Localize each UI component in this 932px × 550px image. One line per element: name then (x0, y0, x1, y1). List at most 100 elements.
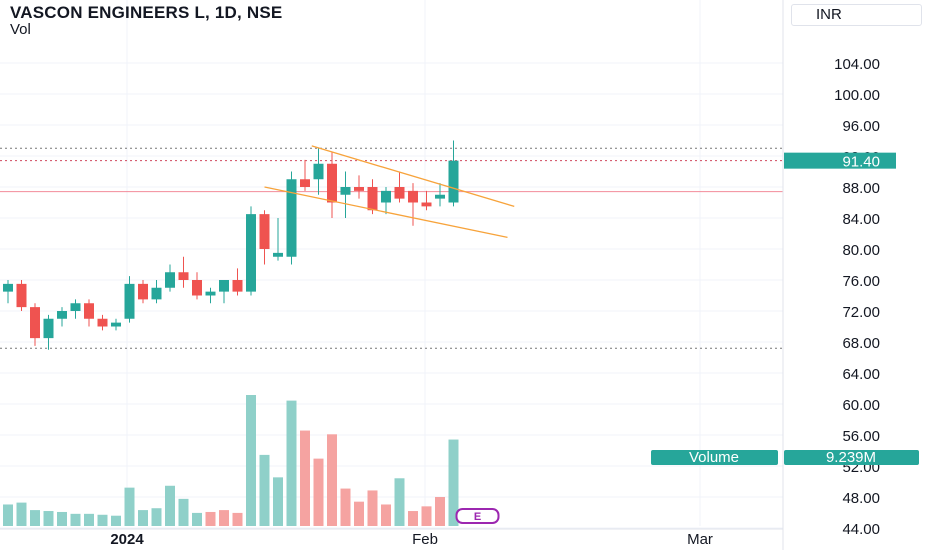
trendline (264, 186, 508, 239)
volume-bar (70, 513, 81, 526)
candle-body (16, 283, 27, 308)
volume-bar (84, 513, 94, 526)
volume-legend: Vol (10, 21, 31, 38)
volume-bar (367, 490, 378, 526)
grid (0, 0, 783, 529)
candle-body (232, 280, 243, 292)
candle-body (327, 163, 337, 203)
volume-bar (30, 510, 40, 526)
time-axis[interactable]: 2024 Feb Mar (0, 528, 783, 548)
time-tick-label: 2024 (110, 531, 144, 548)
candle-body (421, 202, 432, 207)
price-tick-label: 56.00 (842, 428, 880, 445)
price-tick-label: 44.00 (842, 521, 880, 538)
candle-body (124, 283, 135, 319)
price-axis[interactable]: 44.0048.0052.0056.0060.0064.0068.0072.00… (782, 0, 880, 550)
price-tick-label: 100.00 (834, 87, 880, 104)
price-tick-label: 64.00 (842, 366, 880, 383)
candle-body (408, 190, 418, 203)
candle-body (246, 214, 256, 292)
candle-body (219, 280, 229, 292)
candle-body (381, 190, 391, 203)
volume-bar (408, 511, 418, 526)
volume-value-label: 9.239M (826, 449, 876, 466)
horizontal-lines (0, 147, 783, 349)
candle-body (205, 291, 216, 296)
price-tick-label: 88.00 (842, 180, 880, 197)
currency-button[interactable]: INR (791, 4, 922, 26)
candle-body (286, 179, 297, 257)
candle-body (448, 160, 459, 203)
candle-body (43, 318, 54, 339)
candle-body (354, 187, 364, 191)
volume-bar (381, 504, 391, 526)
volume-series (3, 395, 459, 526)
candle-body (57, 311, 67, 319)
candle-body (259, 214, 270, 249)
volume-bar (435, 496, 445, 526)
volume-bar (97, 514, 108, 526)
volume-bar (286, 400, 297, 526)
price-tick-label: 80.00 (842, 242, 880, 259)
candle-body (435, 194, 445, 199)
candle-body (138, 283, 148, 300)
candle-body (367, 187, 378, 211)
trendline (311, 145, 515, 207)
axis-labels: E 91.40 Volume 9.239M (455, 152, 919, 524)
volume-bar (394, 478, 405, 526)
price-series (3, 140, 459, 350)
candle-body (313, 163, 324, 180)
volume-bar (205, 511, 216, 526)
volume-bar (165, 485, 175, 526)
volume-bar (300, 430, 310, 526)
candle-body (300, 179, 310, 187)
volume-bar (111, 515, 121, 526)
earnings-marker (455, 508, 500, 524)
volume-bar (232, 512, 243, 526)
time-tick-label: Feb (412, 531, 438, 548)
candle-body (192, 280, 202, 296)
volume-bar (313, 458, 324, 526)
volume-bar (448, 439, 459, 526)
candle-body (394, 187, 405, 199)
volume-bar (340, 488, 351, 526)
earnings-marker-label: E (474, 511, 481, 523)
volume-bar (219, 510, 229, 526)
time-tick-label: Mar (687, 531, 713, 548)
volume-bar (273, 477, 283, 526)
candle-body (165, 272, 175, 288)
trendlines (264, 145, 515, 239)
price-tick-label: 104.00 (834, 56, 880, 73)
candle-body (84, 303, 94, 319)
volume-name-label: Volume (689, 449, 739, 466)
volume-bar (3, 504, 13, 526)
price-tick-label: 48.00 (842, 490, 880, 507)
candle-body (3, 283, 13, 292)
volume-name-badge (651, 450, 778, 465)
volume-bar (16, 502, 27, 526)
volume-bar (192, 512, 202, 526)
last-price-badge (784, 152, 896, 169)
price-tick-label: 84.00 (842, 211, 880, 228)
volume-bar (421, 506, 432, 526)
candle-body (151, 287, 162, 300)
volume-bar (43, 511, 54, 526)
price-tick-label: 76.00 (842, 273, 880, 290)
candle-body (273, 252, 283, 257)
candle-body (111, 322, 121, 327)
candle-body (30, 307, 40, 339)
chart-title: VASCON ENGINEERS L, 1D, NSE (10, 3, 283, 22)
price-tick-label: 60.00 (842, 397, 880, 414)
volume-bar (57, 511, 67, 526)
candle-body (70, 303, 81, 311)
price-tick-label: 96.00 (842, 118, 880, 135)
candle-body (340, 187, 351, 195)
last-price-label: 91.40 (842, 154, 880, 171)
volume-bar (354, 501, 364, 526)
volume-bar (124, 487, 135, 526)
volume-bar (327, 434, 337, 526)
volume-bar (178, 498, 189, 526)
candle-body (178, 272, 189, 280)
volume-bar (259, 454, 270, 526)
